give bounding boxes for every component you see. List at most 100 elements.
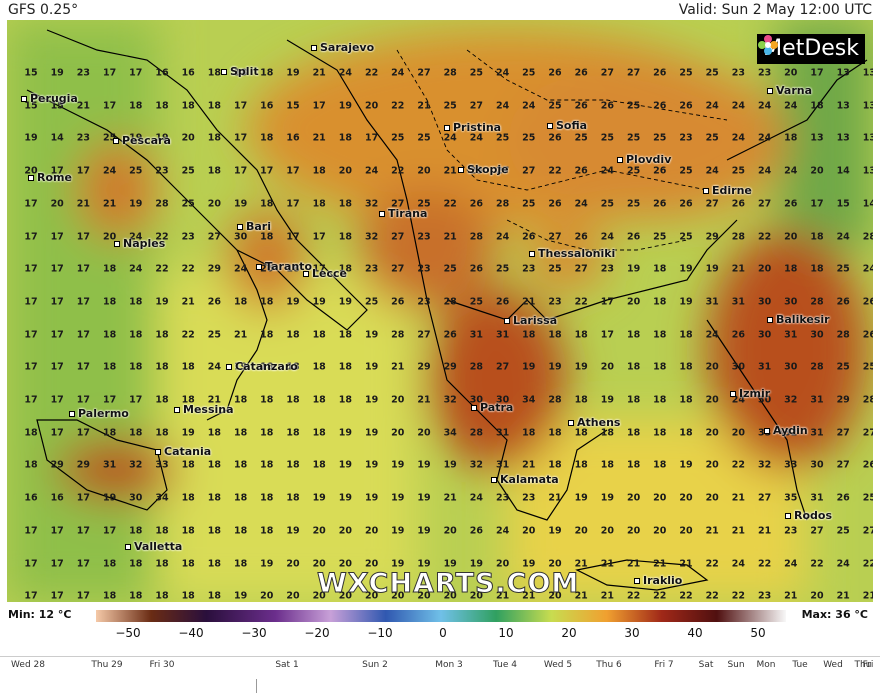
temperature-value: 26 (548, 132, 562, 144)
city-label: Edirne (703, 184, 752, 197)
temperature-value: 28 (548, 394, 562, 406)
temperature-value: 25 (731, 165, 746, 177)
city-name: Edirne (712, 184, 752, 197)
temperature-value: 17 (102, 100, 117, 112)
temperature-value: 20 (260, 590, 274, 602)
temperature-value: 30 (233, 231, 248, 242)
temperature-value: 23 (76, 67, 91, 79)
temperature-value: 24 (364, 165, 379, 177)
city-name: Izmir (739, 387, 771, 400)
temperature-value: 31 (495, 427, 510, 439)
city-name: Sarajevo (320, 41, 375, 54)
temperature-value: 18 (338, 132, 353, 144)
temperature-value: 25 (705, 132, 719, 144)
city-label: Varna (767, 84, 812, 97)
metdesk-flower-icon (758, 35, 779, 55)
temperature-value: 25 (181, 198, 195, 210)
temperature-value: 32 (784, 394, 798, 406)
temperature-value: 25 (836, 525, 850, 537)
timeline-day[interactable]: Thu (854, 660, 872, 670)
city-label: Perugia (21, 92, 78, 105)
forecast-timeline[interactable]: Wed 28 Thu 29 Fri 30 Sat 1 Sun 2 Mon 3 Tue 4 We… (0, 656, 880, 693)
temperature-value: 20 (705, 492, 719, 504)
temperature-value: 16 (286, 132, 300, 144)
metdesk-logo: MetDesk (757, 34, 865, 64)
timeline-day[interactable]: Fri 30 (149, 660, 175, 670)
city-marker (767, 88, 773, 94)
timeline-day[interactable]: Mon (756, 660, 776, 670)
temperature-value: 18 (286, 492, 300, 504)
temperature-value: 21 (76, 100, 91, 112)
timeline-day[interactable]: Thu 29 (91, 660, 123, 670)
temperature-value: 18 (286, 329, 300, 341)
temperature-value: 17 (76, 263, 91, 275)
city-name: Pescara (122, 134, 171, 147)
temperature-value: 19 (391, 492, 405, 504)
temperature-value: 18 (102, 590, 117, 602)
temperature-value: 20 (391, 394, 405, 406)
temperature-value: 31 (810, 492, 824, 504)
temperature-value: 19 (574, 361, 588, 373)
temperature-value: 21 (233, 329, 248, 341)
city-label: Palermo (69, 407, 129, 420)
temperature-value: 27 (391, 198, 405, 210)
temperature-value: 23 (522, 492, 536, 504)
temperature-value: 20 (181, 132, 195, 144)
timeline-day[interactable]: Sat 1 (275, 660, 299, 670)
temperature-value: 26 (548, 198, 562, 210)
timeline-day[interactable]: Sun (727, 660, 745, 670)
temperature-value: 20 (207, 198, 222, 210)
temperature-value: 23 (181, 231, 195, 242)
temperature-value: 20 (626, 525, 641, 537)
temperature-value: 19 (312, 492, 326, 504)
temperature-value: 17 (810, 67, 824, 79)
temperature-value: 17 (129, 394, 143, 406)
temperature-value: 18 (574, 329, 588, 341)
city-marker (113, 138, 119, 144)
temperature-value: 18 (233, 394, 248, 406)
temperature-value: 18 (548, 329, 562, 341)
temperature-value: 20 (731, 427, 746, 439)
temperature-value: 21 (600, 558, 615, 569)
temperature-value: 18 (102, 263, 117, 275)
timeline-day[interactable]: Tue (792, 660, 808, 670)
temperature-value: 26 (469, 263, 484, 275)
temperature-value: 18 (155, 394, 169, 406)
temperature-value: 20 (600, 525, 615, 537)
temperature-value: 23 (522, 263, 536, 275)
temperature-value: 28 (469, 427, 484, 439)
timeline-day[interactable]: Fri (862, 660, 874, 670)
temperature-value: 25 (679, 165, 693, 177)
temperature-value: 26 (469, 525, 484, 537)
timeline-day[interactable]: Wed 28 (11, 660, 45, 670)
temperature-value: 16 (181, 67, 195, 79)
timeline-day[interactable]: Mon 3 (435, 660, 463, 670)
timeline-day[interactable]: Wed (823, 660, 843, 670)
temperature-value: 21 (574, 558, 588, 569)
city-label: Valletta (125, 540, 182, 553)
timeline-day[interactable]: Wed 5 (543, 660, 573, 670)
timeline-day[interactable]: Sat (698, 660, 714, 670)
city-name: Palermo (78, 407, 129, 420)
temperature-value: 18 (679, 361, 693, 373)
temperature-value: 23 (600, 263, 615, 275)
temperature-value: 18 (181, 459, 195, 471)
temperature-value: 25 (181, 165, 195, 177)
temperature-value: 17 (24, 361, 38, 373)
timeline-day[interactable]: Fri 7 (654, 660, 674, 670)
temperature-value: 24 (784, 558, 798, 569)
temperature-value: 18 (338, 198, 353, 210)
temperature-value: 27 (207, 231, 222, 242)
timeline-day[interactable]: Thu 6 (596, 660, 622, 670)
city-marker (174, 407, 180, 413)
timeline-day[interactable]: Sun 2 (362, 660, 388, 670)
temperature-value: 24 (443, 132, 457, 144)
temperature-value: 24 (495, 67, 510, 79)
temperature-value: 19 (260, 558, 274, 569)
timeline-day[interactable]: Tue 4 (493, 660, 517, 670)
temperature-value: 18 (129, 427, 143, 439)
temperature-value: 28 (495, 198, 510, 210)
temperature-value: 30 (757, 329, 772, 341)
temperature-value: 24 (705, 329, 719, 341)
temperature-value: 26 (862, 329, 873, 341)
